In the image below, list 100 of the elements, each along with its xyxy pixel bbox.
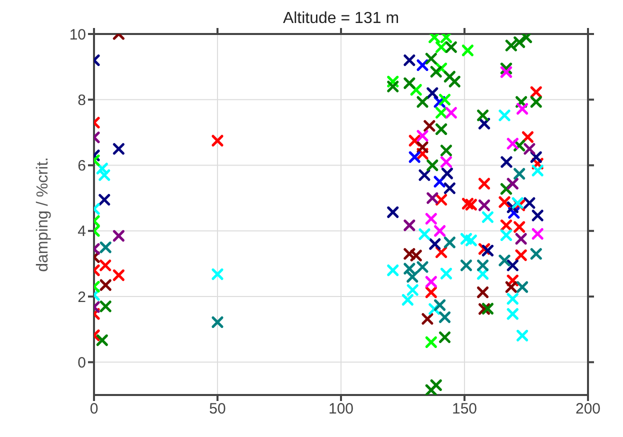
point	[478, 178, 490, 190]
point	[435, 194, 448, 206]
point	[430, 379, 442, 391]
point	[460, 260, 472, 272]
x-tick-label: 200	[575, 400, 601, 418]
point	[445, 41, 457, 53]
point	[425, 52, 437, 64]
point	[524, 143, 536, 155]
point	[425, 384, 437, 395]
y-tick-label: 8	[78, 92, 86, 109]
point	[506, 308, 518, 320]
point	[416, 130, 428, 142]
y-tick-label: 0	[78, 354, 86, 372]
point	[100, 260, 112, 272]
point	[512, 197, 524, 209]
point	[408, 151, 420, 163]
point	[516, 103, 528, 115]
point	[387, 80, 399, 92]
y-tick-label: 2	[78, 288, 86, 306]
point	[416, 59, 428, 71]
point	[532, 228, 544, 240]
point	[425, 276, 437, 288]
y-tick-label: 10	[69, 26, 86, 44]
point	[100, 300, 112, 312]
point	[462, 198, 474, 210]
point	[530, 96, 542, 108]
point	[462, 44, 474, 56]
point	[96, 162, 108, 174]
point	[524, 197, 536, 209]
point	[514, 168, 526, 180]
point	[434, 225, 446, 237]
chart-title: Altitude = 131 m	[282, 10, 400, 27]
point	[478, 200, 490, 212]
point	[406, 271, 418, 283]
point	[482, 211, 494, 223]
point	[520, 34, 532, 44]
point	[98, 169, 110, 181]
y-tick-label: 4	[78, 223, 86, 240]
point	[435, 41, 448, 53]
point	[440, 144, 452, 156]
point	[434, 299, 446, 311]
point	[482, 244, 494, 256]
point	[476, 286, 489, 298]
point	[532, 164, 544, 176]
point	[516, 281, 528, 293]
point	[387, 206, 399, 218]
point	[416, 96, 428, 108]
point	[506, 293, 518, 305]
point	[506, 138, 518, 150]
point	[465, 198, 477, 210]
point	[476, 260, 489, 272]
point	[422, 313, 434, 325]
point	[212, 268, 224, 280]
x-tick-label: 0	[90, 400, 98, 418]
point	[498, 196, 510, 208]
x-tick-label: 150	[452, 400, 478, 418]
point	[441, 168, 454, 180]
point	[505, 281, 517, 293]
point	[426, 192, 438, 204]
point	[426, 159, 438, 172]
point	[430, 66, 442, 78]
point	[506, 260, 518, 272]
point	[425, 336, 437, 348]
x-tick-label: 50	[209, 400, 226, 418]
point	[444, 70, 456, 82]
point	[438, 94, 451, 106]
point	[404, 220, 416, 232]
point	[444, 236, 456, 248]
point	[418, 228, 430, 240]
point	[515, 232, 527, 245]
point	[498, 254, 510, 266]
point	[440, 156, 452, 168]
point	[445, 106, 457, 119]
point	[438, 311, 451, 324]
point	[426, 87, 438, 99]
point	[416, 141, 428, 154]
point	[112, 230, 124, 242]
point	[429, 238, 441, 250]
point	[530, 248, 542, 260]
point	[530, 151, 542, 163]
point	[516, 330, 528, 342]
point	[100, 279, 112, 291]
point	[440, 268, 452, 280]
point	[418, 169, 430, 181]
point	[448, 76, 460, 88]
point	[96, 334, 108, 346]
point	[476, 110, 489, 122]
point	[212, 316, 224, 328]
point	[406, 284, 418, 296]
point	[425, 212, 437, 225]
point	[402, 294, 414, 306]
point	[482, 302, 494, 314]
point	[498, 110, 510, 122]
point	[212, 134, 224, 146]
point	[100, 242, 112, 254]
point	[112, 269, 124, 282]
point	[404, 54, 416, 66]
point	[500, 156, 512, 168]
point	[532, 210, 544, 222]
point	[444, 182, 456, 194]
